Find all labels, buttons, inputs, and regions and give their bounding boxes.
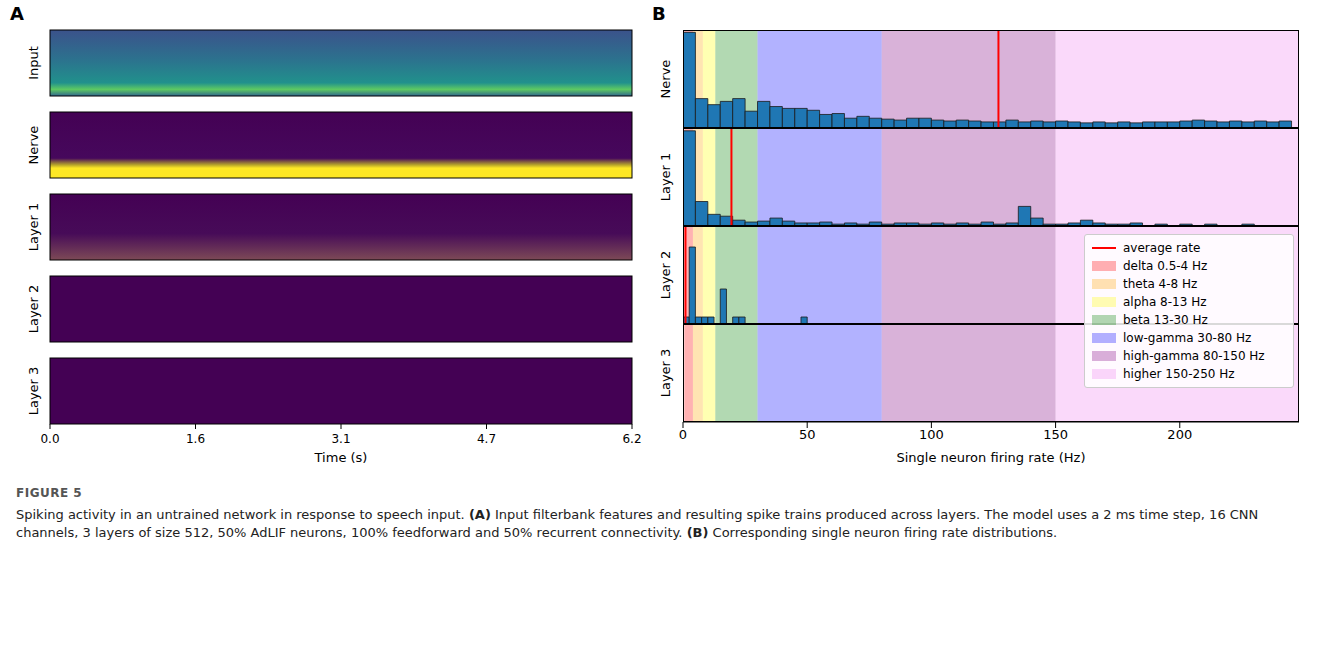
svg-text:Input: Input <box>26 46 41 80</box>
svg-text:200: 200 <box>1167 427 1192 442</box>
svg-text:1.6: 1.6 <box>186 432 205 446</box>
svg-text:3.1: 3.1 <box>331 432 350 446</box>
svg-text:Nerve: Nerve <box>658 60 673 99</box>
svg-text:Layer 2: Layer 2 <box>658 251 673 300</box>
html-text:low-gamma 30-80 Hz: low-gamma 30-80 Hz <box>1123 331 1252 345</box>
html-text:average rate: average rate <box>1123 241 1201 255</box>
svg-text:4.7: 4.7 <box>477 432 496 446</box>
html-text:beta 13-30 Hz: beta 13-30 Hz <box>1123 313 1208 327</box>
svg-text:Layer 1: Layer 1 <box>26 203 41 252</box>
svg-text:Nerve: Nerve <box>26 126 41 165</box>
html-text:Spiking activity in an untrain: Spiking activity in an untrained network… <box>16 507 1259 540</box>
svg-text:0.0: 0.0 <box>40 432 59 446</box>
svg-text:6.2: 6.2 <box>622 432 641 446</box>
html-text:theta 4-8 Hz: theta 4-8 Hz <box>1123 277 1198 291</box>
svg-text:Layer 3: Layer 3 <box>658 349 673 398</box>
svg-text:B: B <box>652 3 666 24</box>
svg-text:Single neuron firing rate (Hz): Single neuron firing rate (Hz) <box>896 450 1085 465</box>
html-text:high-gamma 80-150 Hz: high-gamma 80-150 Hz <box>1123 349 1265 363</box>
html-text:FIGURE 5: FIGURE 5 <box>16 486 83 500</box>
svg-text:A: A <box>10 3 24 24</box>
svg-text:Time (s): Time (s) <box>314 450 368 465</box>
svg-text:Layer 1: Layer 1 <box>658 153 673 202</box>
html-text:higher 150-250 Hz: higher 150-250 Hz <box>1123 367 1235 381</box>
svg-text:Layer 3: Layer 3 <box>26 367 41 416</box>
svg-text:50: 50 <box>799 427 816 442</box>
svg-text:150: 150 <box>1043 427 1068 442</box>
svg-text:Layer 2: Layer 2 <box>26 285 41 334</box>
svg-text:100: 100 <box>919 427 944 442</box>
svg-text:0: 0 <box>679 427 687 442</box>
html-text:delta 0.5-4 Hz: delta 0.5-4 Hz <box>1123 259 1208 273</box>
html-text:alpha 8-13 Hz: alpha 8-13 Hz <box>1123 295 1207 309</box>
